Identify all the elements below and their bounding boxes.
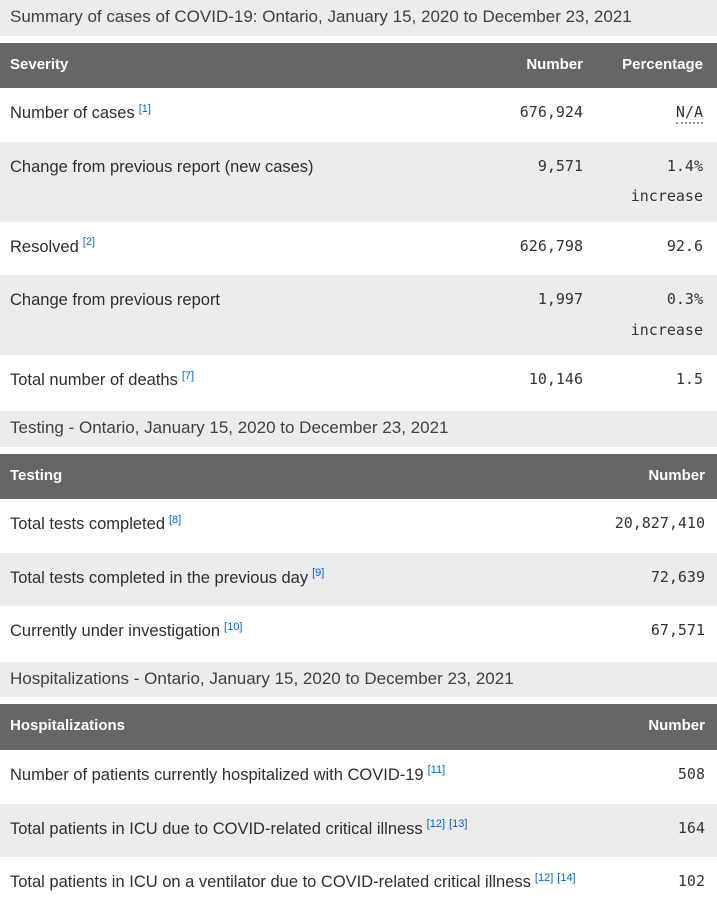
row-label: Currently under investigation	[10, 622, 221, 641]
number-value: 102	[677, 872, 705, 891]
hospitalizations-header-row: Hospitalizations Number	[0, 704, 717, 750]
col-header-severity: Severity	[0, 42, 475, 89]
table-row-icu-ventilator: Total patients in ICU on a ventilator du…	[0, 857, 717, 911]
row-label: Number of patients currently hospitalize…	[10, 765, 424, 784]
footnote-marker: [9]	[312, 567, 324, 579]
footnote-link-11[interactable]: [11]	[427, 764, 446, 777]
footnote-link-14[interactable]: [14]	[557, 871, 576, 884]
table-row-change-previous: Change from previous report 1,997 0.3% i…	[0, 275, 717, 356]
percentage-value: 1.5	[675, 370, 703, 389]
number-value: 164	[677, 818, 705, 837]
table-row-total-deaths: Total number of deaths [7] 10,146 1.5	[0, 355, 717, 409]
footnote-link-8[interactable]: [8]	[169, 513, 182, 526]
col-header-testing: Testing	[0, 453, 587, 500]
number-value: 72,639	[650, 567, 705, 586]
table-row-change-new-cases: Change from previous report (new cases) …	[0, 141, 717, 222]
number-value: 10,146	[528, 370, 583, 389]
col-header-number: Number	[587, 453, 717, 500]
col-header-number: Number	[587, 704, 717, 750]
testing-section-caption: Testing - Ontario, January 15, 2020 to D…	[0, 410, 717, 447]
row-label-cell: Number of patients currently hospitalize…	[0, 750, 587, 804]
percentage-value: N/A	[595, 88, 717, 142]
table-row-total-tests: Total tests completed [8] 20,827,410	[0, 499, 717, 553]
table-row-tests-previous-day: Total tests completed in the previous da…	[0, 552, 717, 607]
severity-table: Severity Number Percentage Number of cas…	[0, 42, 717, 409]
percentage-main: 1.4%	[666, 156, 703, 175]
col-header-number: Number	[475, 42, 595, 89]
row-label-cell: Change from previous report	[0, 275, 475, 355]
row-label: Total patients in ICU on a ventilator du…	[10, 873, 531, 892]
row-label: Resolved	[10, 237, 79, 256]
hospitalizations-section-caption: Hospitalizations - Ontario, January 15, …	[0, 661, 717, 698]
testing-table: Testing Number Total tests completed [8] …	[0, 453, 717, 660]
table-row-currently-hospitalized: Number of patients currently hospitalize…	[0, 750, 717, 804]
number-value: 20,827,410	[614, 514, 705, 533]
footnote-marker: [1]	[139, 103, 151, 115]
na-abbreviation: N/A	[675, 103, 703, 125]
page-title: Summary of cases of COVID-19: Ontario, J…	[0, 0, 717, 36]
testing-header-row: Testing Number	[0, 453, 717, 500]
number-value: 67,571	[650, 621, 705, 640]
percentage-value: 0.3% increase	[595, 275, 717, 355]
footnote-link-9[interactable]: [9]	[312, 567, 325, 580]
row-label-cell: Change from previous report (new cases)	[0, 142, 475, 222]
severity-header-row: Severity Number Percentage	[0, 42, 717, 89]
footnote-marker: [13]	[449, 818, 467, 830]
row-label: Total tests completed	[10, 515, 165, 534]
table-row-under-investigation: Currently under investigation [10] 67,571	[0, 606, 717, 660]
percentage-main: 0.3%	[666, 290, 703, 309]
row-label-cell: Resolved [2]	[0, 222, 475, 276]
row-label-cell: Number of cases [1]	[0, 88, 475, 142]
row-label-cell: Total number of deaths [7]	[0, 355, 475, 409]
number-value: 1,997	[537, 290, 583, 309]
percentage-value: 92.6	[666, 236, 703, 255]
percentage-note: increase	[630, 320, 703, 339]
number-value: 508	[677, 764, 705, 783]
footnote-link-1[interactable]: [1]	[138, 102, 151, 115]
table-row-resolved: Resolved [2] 626,798 92.6	[0, 222, 717, 276]
row-label: Total patients in ICU due to COVID-relat…	[10, 819, 423, 838]
col-header-percentage: Percentage	[595, 42, 717, 89]
footnote-marker: [7]	[182, 370, 194, 382]
row-label-cell: Total patients in ICU due to COVID-relat…	[0, 804, 587, 858]
row-label-cell: Total tests completed in the previous da…	[0, 553, 587, 607]
footnote-link-7[interactable]: [7]	[181, 369, 195, 382]
row-label: Number of cases	[10, 104, 135, 123]
table-row-icu: Total patients in ICU due to COVID-relat…	[0, 803, 717, 858]
row-label: Change from previous report (new cases)	[10, 157, 314, 176]
footnote-marker: [8]	[169, 514, 181, 526]
row-label-cell: Total tests completed [8]	[0, 499, 587, 553]
row-label-cell: Total patients in ICU on a ventilator du…	[0, 857, 587, 911]
footnote-link-13[interactable]: [13]	[449, 818, 468, 830]
footnote-link-12[interactable]: [12]	[426, 818, 446, 830]
number-value: 676,924	[519, 103, 583, 122]
number-value: 626,798	[519, 236, 583, 255]
footnote-marker: [14]	[557, 872, 575, 884]
footnote-link-2[interactable]: [2]	[82, 236, 96, 249]
number-value: 9,571	[537, 156, 583, 175]
percentage-value: 1.4% increase	[595, 142, 717, 222]
percentage-note: increase	[630, 187, 703, 206]
footnote-marker: [11]	[428, 764, 446, 776]
row-label-cell: Currently under investigation [10]	[0, 606, 587, 660]
footnote-marker: [10]	[224, 621, 242, 633]
footnote-marker: [12]	[535, 872, 553, 884]
row-label: Total number of deaths	[10, 371, 178, 390]
footnote-marker: [2]	[83, 236, 95, 248]
col-header-hospitalizations: Hospitalizations	[0, 704, 587, 750]
footnote-link-10[interactable]: [10]	[224, 620, 243, 633]
hospitalizations-table: Hospitalizations Number Number of patien…	[0, 704, 717, 910]
row-label: Change from previous report	[10, 291, 221, 310]
footnote-marker: [12]	[427, 818, 445, 830]
table-row-number-of-cases: Number of cases [1] 676,924 N/A	[0, 88, 717, 142]
footnote-link-12b[interactable]: [12]	[534, 871, 554, 884]
row-label: Total tests completed in the previous da…	[10, 568, 309, 587]
